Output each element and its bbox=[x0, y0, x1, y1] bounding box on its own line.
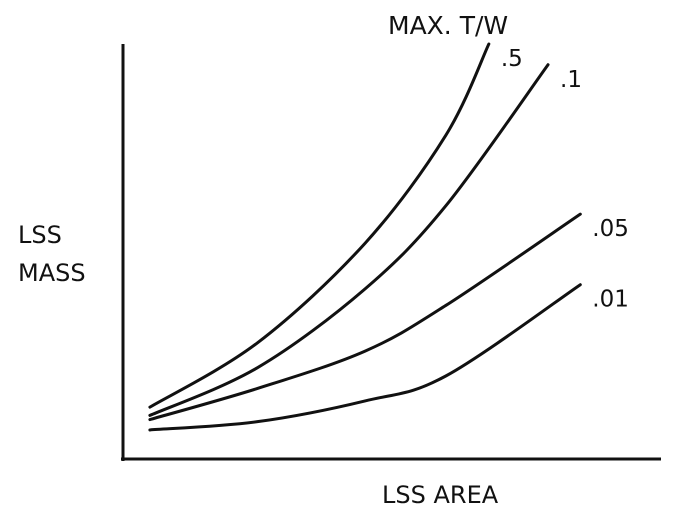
y-axis-label-line-1: LSS bbox=[18, 221, 62, 249]
series-line-05 bbox=[148, 212, 582, 422]
axes bbox=[121, 44, 661, 461]
series-line-5 bbox=[148, 42, 491, 409]
series-label-5: .5 bbox=[501, 46, 523, 72]
series-curves bbox=[148, 42, 582, 432]
x-axis-label: LSS AREA bbox=[382, 481, 499, 508]
series-label-1: .1 bbox=[560, 67, 582, 93]
series-labels: .5 .1 .05 .01 bbox=[501, 46, 629, 313]
legend-title: MAX. T/W bbox=[388, 11, 508, 40]
series-line-01 bbox=[148, 283, 582, 432]
series-label-05: .05 bbox=[592, 216, 629, 242]
y-axis-label-line-2: MASS bbox=[18, 259, 86, 287]
series-label-01: .01 bbox=[592, 287, 629, 313]
series-line-1 bbox=[148, 63, 550, 417]
